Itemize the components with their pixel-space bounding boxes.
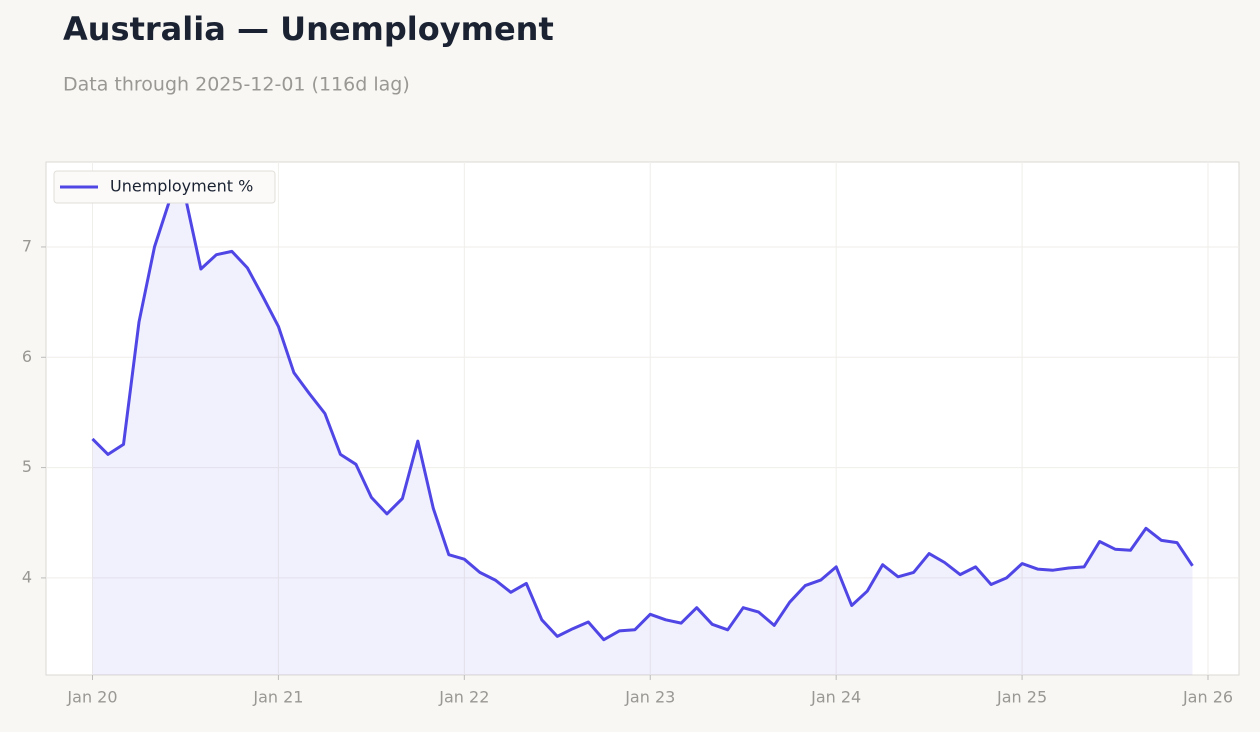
y-tick-label: 4 [22,567,32,586]
y-tick-label: 6 [22,347,32,366]
y-tick-label: 7 [22,236,32,255]
x-tick-label: Jan 20 [66,688,117,707]
plot-area [45,161,1240,676]
x-tick-label: Jan 23 [624,688,675,707]
chart-subtitle: Data through 2025-12-01 (116d lag) [63,74,410,96]
legend-label: Unemployment % [110,177,253,196]
y-tick-label: 5 [22,457,32,476]
x-tick-label: Jan 21 [252,688,303,707]
x-tick-label: Jan 24 [810,688,861,707]
area-fill [92,197,1193,676]
legend-box [53,170,276,204]
line [91,195,1194,642]
chart-title: Australia — Unemployment [63,10,554,48]
x-tick-label: Jan 22 [438,688,489,707]
x-tick-label: Jan 25 [996,688,1047,707]
x-tick-label: Jan 26 [1182,688,1233,707]
